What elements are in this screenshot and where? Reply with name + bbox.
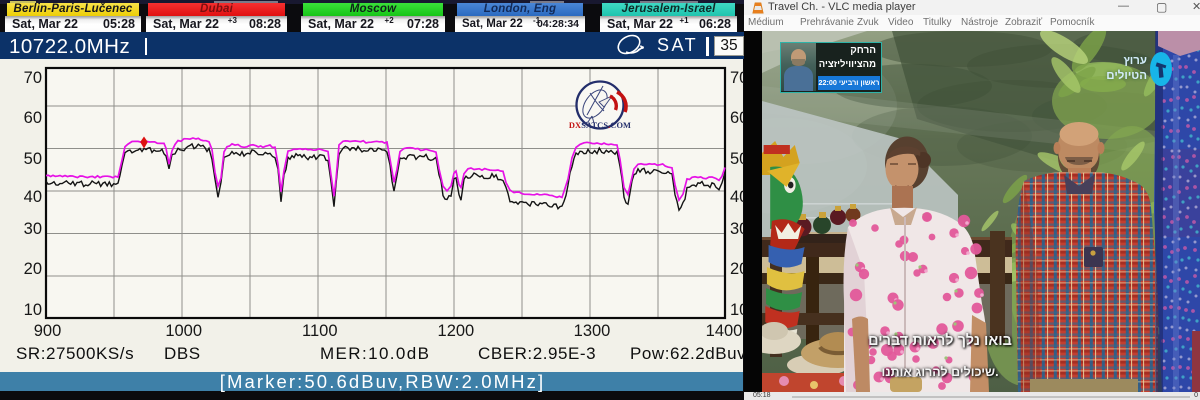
svg-text:DXSATCS.COM: DXSATCS.COM	[569, 121, 631, 130]
svg-text:10: 10	[730, 301, 744, 319]
svg-text:60: 60	[730, 109, 744, 127]
svg-text:900: 900	[34, 322, 62, 340]
svg-text:30: 30	[24, 220, 42, 238]
svg-text:50: 50	[24, 150, 42, 168]
svg-text:50: 50	[730, 150, 744, 168]
svg-text:70: 70	[24, 69, 42, 87]
svg-text:1300: 1300	[574, 322, 611, 340]
svg-text:1400: 1400	[706, 322, 743, 340]
svg-text:1100: 1100	[302, 322, 337, 340]
svg-text:20: 20	[24, 260, 42, 278]
svg-text:30: 30	[730, 220, 744, 238]
svg-text:40: 40	[730, 188, 744, 206]
svg-text:1000: 1000	[165, 322, 202, 340]
svg-text:60: 60	[24, 109, 42, 127]
svg-text:1200: 1200	[438, 322, 475, 340]
svg-text:20: 20	[730, 260, 744, 278]
svg-text:10: 10	[24, 301, 42, 319]
svg-text:70: 70	[730, 69, 744, 87]
svg-text:40: 40	[24, 188, 42, 206]
